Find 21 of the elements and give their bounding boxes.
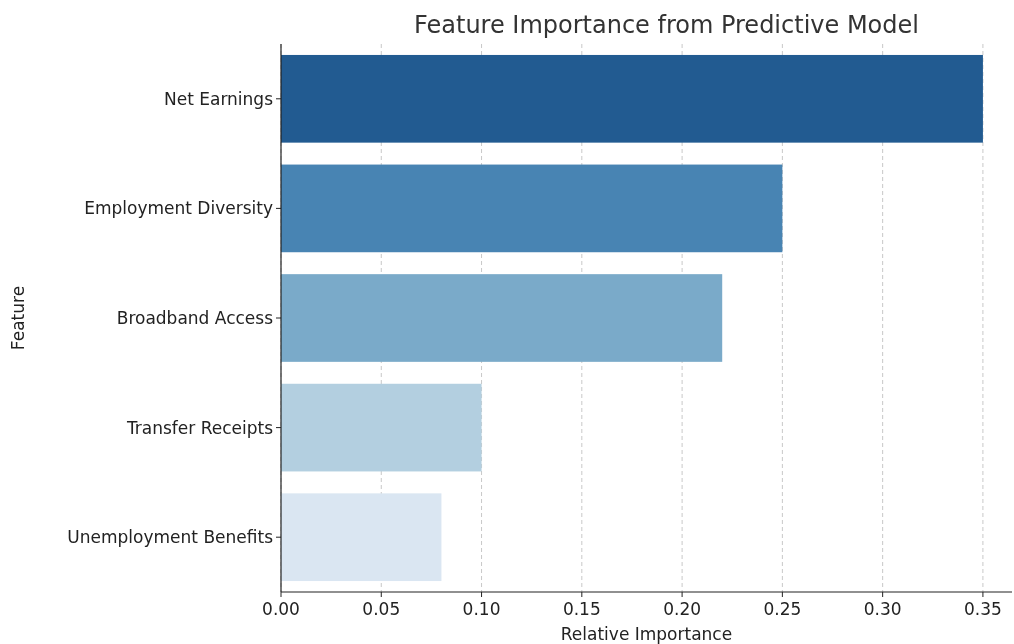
x-tick-label: 0.35 (963, 599, 1002, 619)
chart-title: Feature Importance from Predictive Model (414, 11, 919, 39)
y-tick-label: Transfer Receipts (125, 417, 274, 438)
x-tick-label: 0.05 (362, 599, 401, 619)
x-axis-title: Relative Importance (560, 624, 733, 644)
x-tick-label: 0.20 (663, 599, 702, 619)
x-tick-label: 0.10 (462, 599, 501, 619)
bar (281, 383, 482, 472)
bar (281, 54, 983, 143)
x-tick-label: 0.30 (863, 599, 902, 619)
bar (281, 164, 783, 253)
y-tick-label: Unemployment Benefits (67, 527, 274, 548)
x-tick-label: 0.15 (562, 599, 601, 619)
bar (281, 274, 723, 362)
x-tick-label: 0.25 (763, 599, 802, 619)
x-tick-label: 0.00 (262, 599, 300, 619)
y-axis-title: Feature (8, 285, 28, 351)
y-tick-label: Net Earnings (163, 88, 274, 109)
y-tick-label: Employment Diversity (84, 198, 273, 219)
bar (281, 493, 442, 582)
y-tick-label: Broadband Access (116, 307, 274, 328)
